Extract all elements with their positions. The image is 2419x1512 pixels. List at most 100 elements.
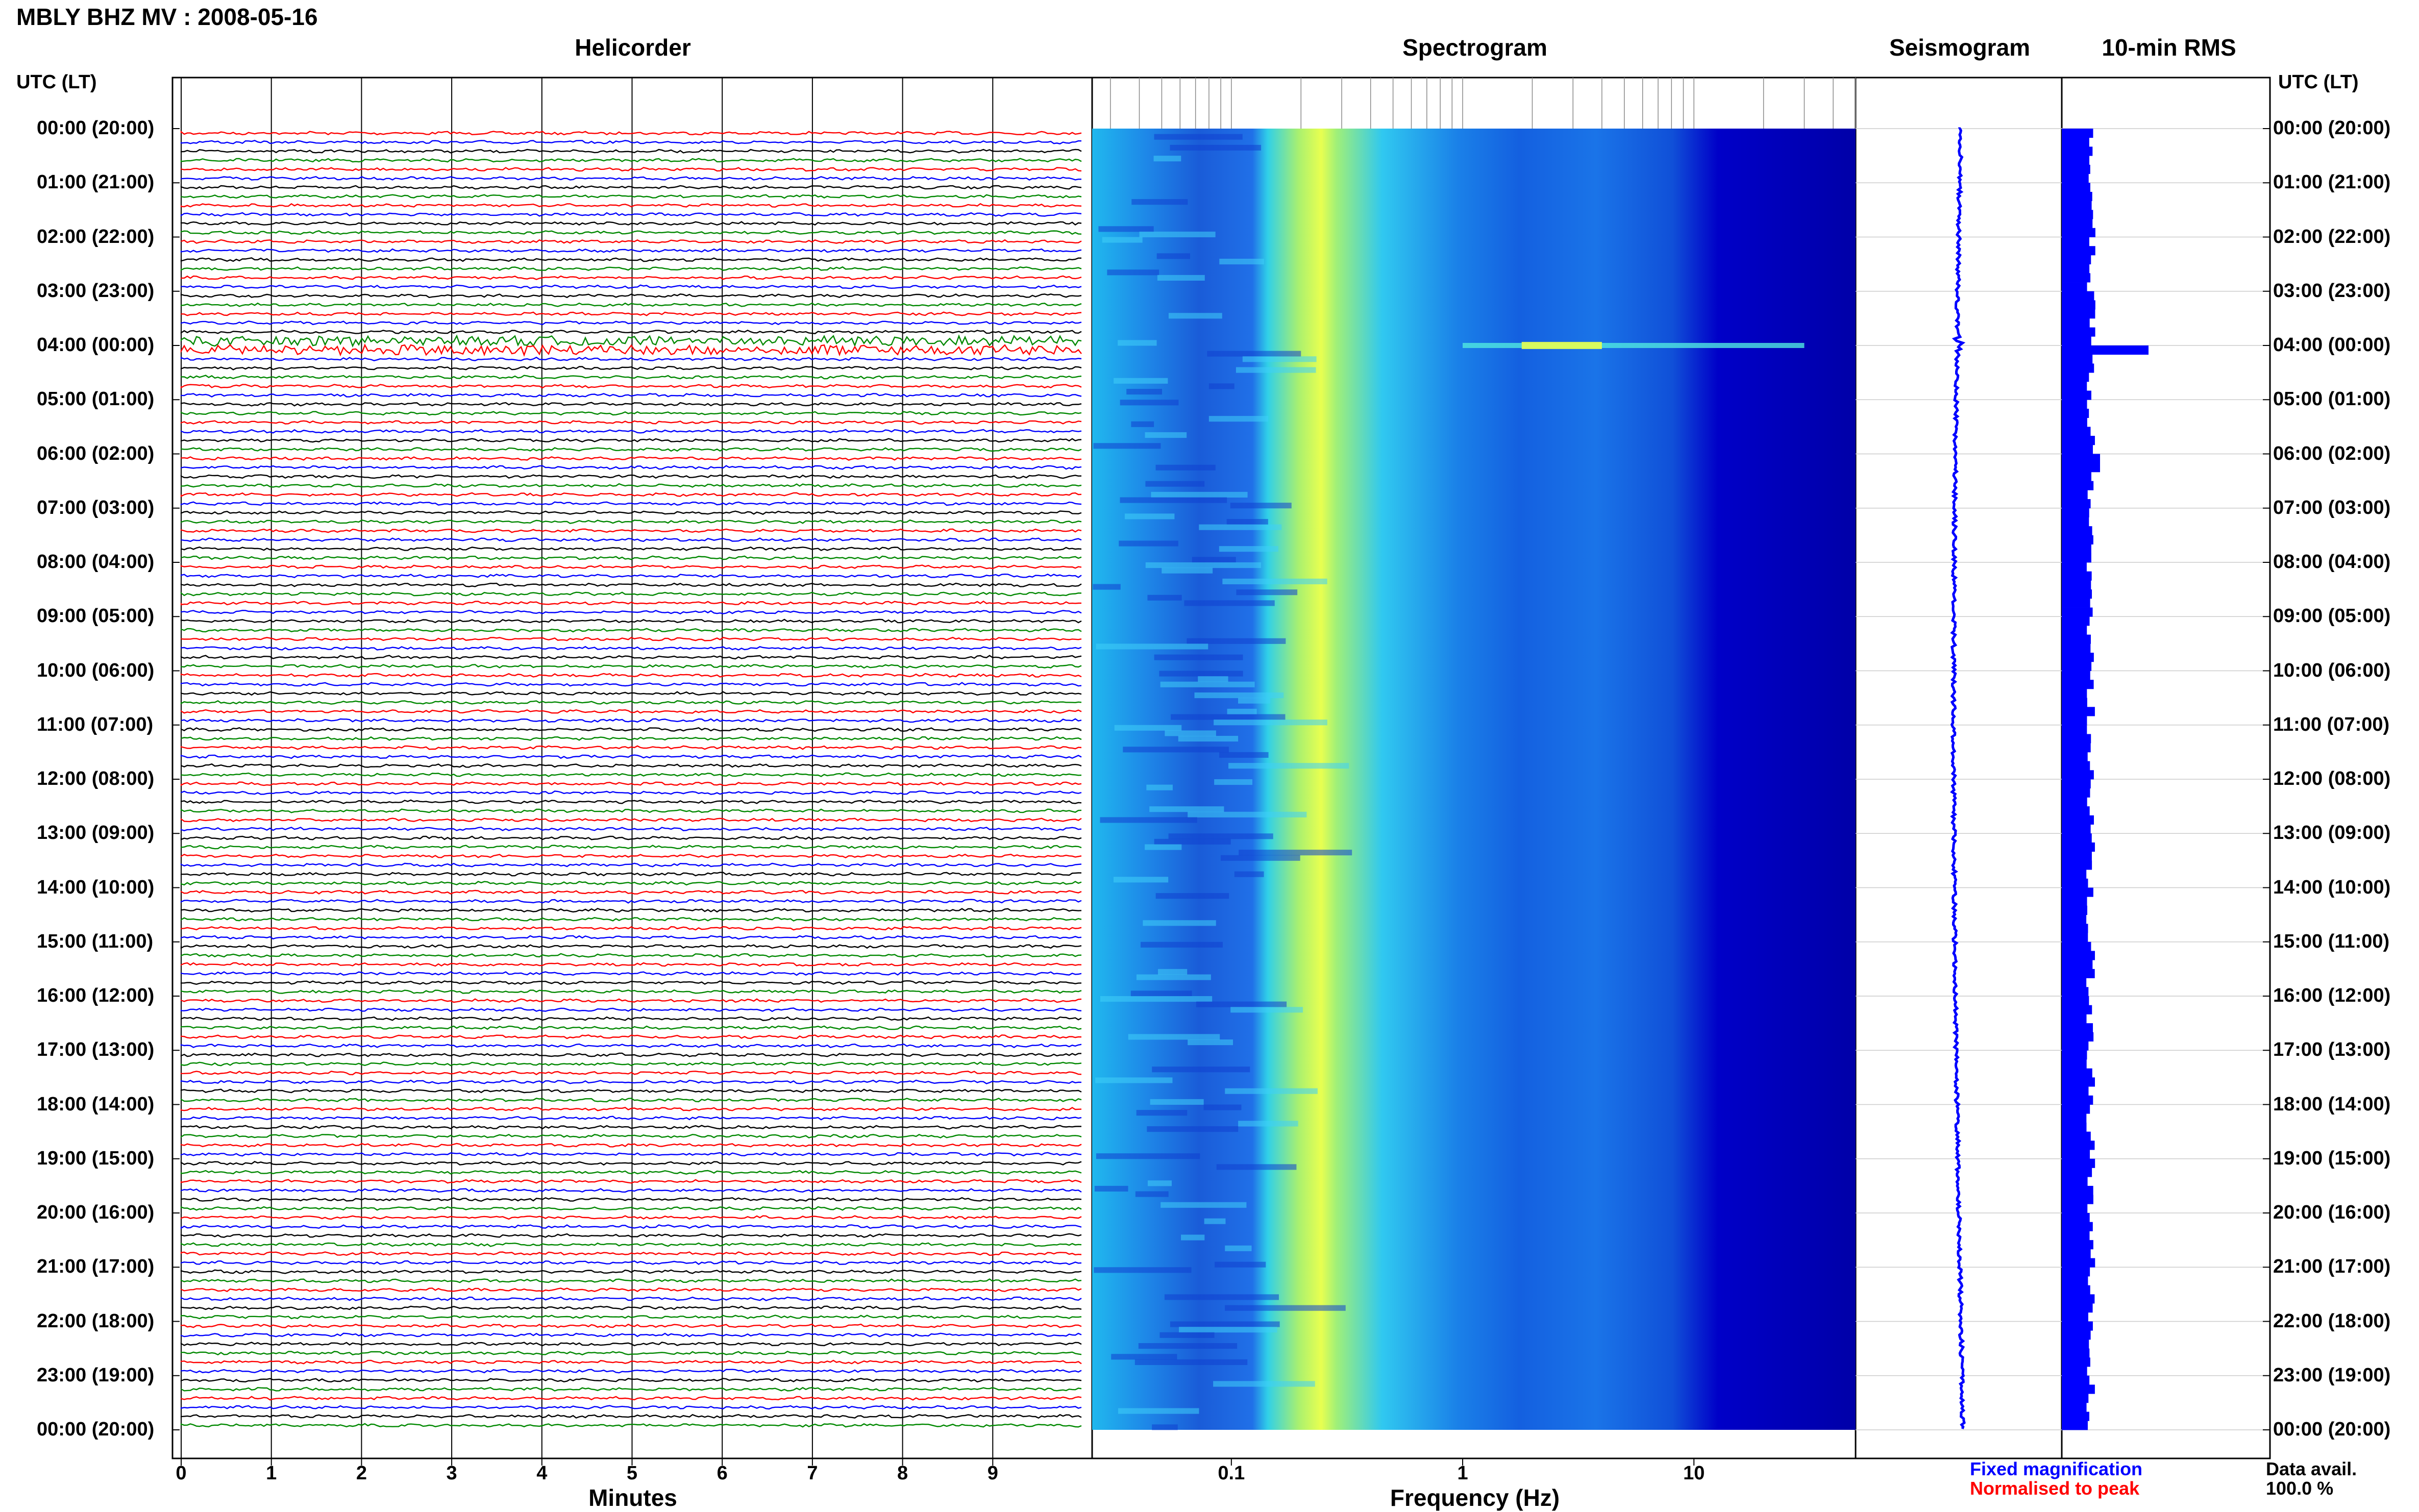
spectrogram-row [1134, 1359, 1248, 1365]
helicorder-trace [180, 492, 1082, 498]
hour-label-right: 15:00 (11:00) [2273, 930, 2390, 952]
spectrogram-row [1207, 351, 1301, 357]
rms-bar [2062, 905, 2087, 915]
helicorder-trace [180, 646, 1082, 651]
hour-label-right: 18:00 (14:00) [2273, 1093, 2391, 1115]
rms-bar [2062, 1267, 2090, 1277]
spectrogram-row [1199, 524, 1282, 530]
minute-tick-label: 9 [987, 1463, 998, 1484]
hour-label-left: 18:00 (14:00) [37, 1093, 155, 1115]
rms-bar [2062, 183, 2090, 192]
helicorder-trace [180, 1342, 1082, 1347]
helicorder-traces [180, 130, 1082, 1428]
helicorder-trace [180, 194, 1082, 199]
minute-tick-label: 6 [717, 1463, 728, 1484]
helicorder-trace [180, 537, 1082, 542]
rms-bar [2062, 1204, 2088, 1213]
spectrogram-row [1194, 692, 1284, 699]
helicorder-trace [180, 862, 1082, 867]
spectrogram-row [1161, 1202, 1247, 1208]
helicorder-trace [180, 736, 1082, 741]
rms-bar [2062, 734, 2091, 743]
helicorder-trace [180, 284, 1082, 289]
rms-bar [2062, 1141, 2095, 1150]
helicorder-trace [180, 519, 1082, 524]
hour-label-right: 00:00 (20:00) [2273, 1419, 2391, 1440]
helicorder-trace [180, 1079, 1082, 1084]
rms-bar [2062, 1023, 2093, 1033]
spectrogram-row [1178, 736, 1239, 742]
helicorder-trace [180, 1043, 1082, 1049]
helicorder-trace [180, 600, 1082, 606]
hour-label-left: 00:00 (20:00) [37, 1419, 155, 1440]
helicorder-x-axis-title: Minutes [588, 1484, 677, 1511]
spectrogram-row [1204, 1218, 1226, 1224]
hour-label-right: 04:00 (00:00) [2273, 334, 2391, 356]
rms-bar [2062, 499, 2091, 509]
axis-ticks [172, 128, 2270, 1466]
hour-label-right: 19:00 (15:00) [2273, 1147, 2391, 1169]
rms-bar [2062, 481, 2094, 490]
rms-bar [2062, 1384, 2095, 1394]
helicorder-trace [180, 1269, 1082, 1274]
helicorder-trace [180, 1242, 1082, 1247]
data-availability-value: 100.0 % [2266, 1478, 2334, 1499]
rms-bar [2062, 1131, 2091, 1141]
rms-bar [2062, 436, 2095, 445]
rms-bar [2062, 1357, 2090, 1367]
helicorder-trace [180, 881, 1082, 886]
rms-bar [2062, 897, 2087, 906]
helicorder-trace [180, 429, 1082, 434]
right-axis-head: UTC (LT) [2278, 71, 2359, 93]
rms-bar [2062, 1195, 2093, 1204]
helicorder-trace [180, 1061, 1082, 1067]
helicorder-trace [180, 334, 1082, 348]
rms-bar [2062, 444, 2093, 454]
rms-bar [2062, 1312, 2088, 1322]
helicorder-trace [180, 302, 1082, 307]
helicorder-trace [180, 808, 1082, 813]
rms-bar [2062, 508, 2089, 517]
helicorder-trace [180, 1386, 1082, 1392]
rms-bar [2062, 752, 2088, 761]
rms-bar [2062, 1077, 2095, 1087]
rms-bar [2062, 933, 2088, 943]
spectrogram-background [1092, 129, 1856, 1430]
rms-bar [2062, 381, 2087, 391]
rms-bar [2062, 1411, 2089, 1421]
data-availability-label: Data avail. [2266, 1458, 2357, 1479]
helicorder-trace [180, 1052, 1082, 1057]
spectrogram-row [1154, 654, 1243, 660]
spectrogram-row [1136, 974, 1211, 980]
spectrogram-row [1179, 1327, 1277, 1333]
spectrogram-row [1135, 1191, 1169, 1197]
helicorder-trace [180, 221, 1082, 226]
spectrogram-row [1114, 725, 1182, 731]
hour-label-left: 17:00 (13:00) [37, 1039, 155, 1061]
helicorder-trace [180, 392, 1082, 398]
helicorder-trace [180, 447, 1082, 452]
rms-bar [2062, 987, 2089, 997]
spectrogram-row [1170, 1321, 1280, 1327]
rms-bar [2062, 454, 2100, 463]
hour-label-right: 08:00 (04:00) [2273, 551, 2391, 573]
spectrogram-row [1094, 1267, 1192, 1273]
hour-label-left: 06:00 (02:00) [37, 442, 155, 464]
rms-bar [2062, 960, 2093, 970]
hour-label-right: 17:00 (13:00) [2273, 1039, 2391, 1061]
spectrogram-row [1242, 356, 1317, 362]
frequency-tick-label: 1 [1457, 1463, 1468, 1484]
helicorder-trace [180, 1405, 1082, 1410]
rms-bar [2062, 996, 2089, 1006]
spectrogram-row [1225, 1305, 1346, 1311]
spectrogram-row [1170, 144, 1262, 151]
rms-bar [2062, 408, 2089, 418]
helicorder-trace [180, 411, 1082, 416]
helicorder-trace [180, 1179, 1082, 1184]
helicorder-trace [180, 1034, 1082, 1039]
helicorder-trace [180, 826, 1082, 831]
helicorder-trace [180, 257, 1082, 262]
rms-bar [2062, 643, 2091, 653]
rms-bar [2062, 887, 2093, 897]
rms-bar [2062, 842, 2095, 852]
